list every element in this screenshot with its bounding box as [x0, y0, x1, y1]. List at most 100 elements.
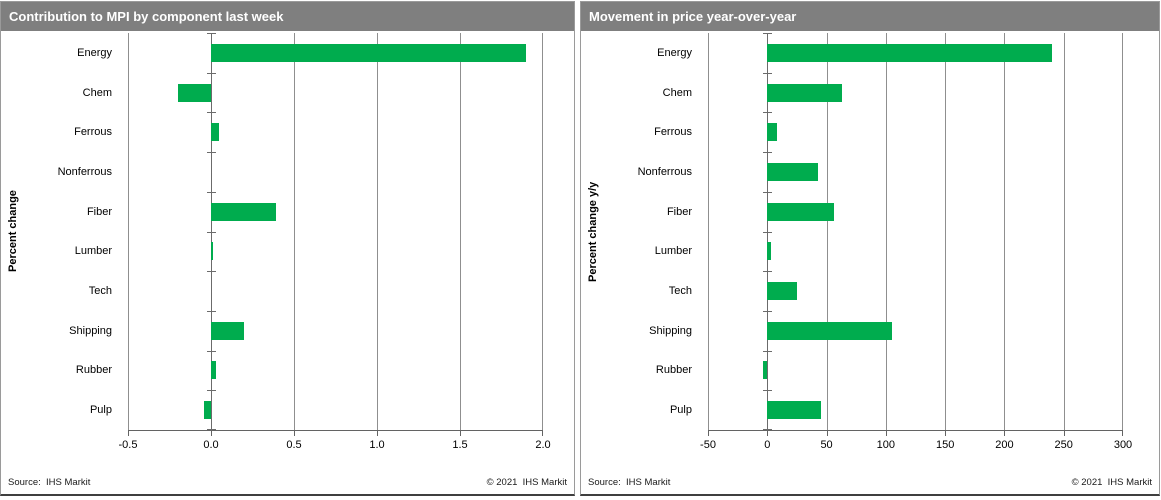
- category-label-fiber: Fiber: [666, 205, 692, 218]
- category-label-ferrous: Ferrous: [654, 126, 692, 139]
- gridline: [128, 33, 129, 430]
- x-axis-tick-label: 100: [876, 439, 896, 451]
- gridline: [1063, 33, 1065, 430]
- x-axis-tick-label: 0.0: [203, 439, 219, 451]
- category-label-ferrous: Ferrous: [74, 126, 112, 139]
- zero-line-tick: [763, 191, 773, 193]
- x-axis-tick-label: 1.5: [452, 439, 468, 451]
- x-axis-tick-labels: -0.5 0.0 0.5 1.0 1.5 2.0: [119, 439, 551, 455]
- source-note: Source: IHS Markit: [588, 477, 671, 488]
- category-label-shipping: Shipping: [649, 324, 692, 337]
- category-label-lumber: Lumber: [74, 245, 112, 258]
- zero-line-tick: [207, 271, 216, 273]
- gridline: [377, 33, 378, 430]
- bar-ferrous: [767, 123, 777, 142]
- x-axis-tick: [211, 431, 212, 436]
- bar-rubber: [211, 361, 216, 380]
- zero-line-tick: [207, 390, 216, 392]
- x-axis-tick-label: -50: [700, 439, 716, 451]
- zero-line-tick: [763, 390, 773, 392]
- gridline: [542, 33, 543, 430]
- chart-panel-price-movement: Movement in price year-over-year Percent…: [580, 1, 1160, 496]
- zero-line-tick: [763, 33, 773, 34]
- zero-line-tick: [763, 112, 773, 114]
- plot-area: [128, 33, 543, 436]
- bar-nonferrous: [767, 162, 819, 181]
- chart-title: Movement in price year-over-year: [581, 2, 1159, 31]
- x-axis-tick: [377, 431, 378, 436]
- category-axis-labels: Energy Chem Ferrous Nonferrous Fiber Lumber Te…: [1, 33, 120, 430]
- bar-chem: [177, 83, 211, 102]
- gridline: [885, 33, 887, 430]
- category-label-pulp: Pulp: [89, 404, 112, 417]
- bar-energy: [767, 43, 1052, 62]
- bar-pulp: [767, 401, 821, 420]
- zero-line-tick: [207, 191, 216, 193]
- x-axis-tick: [767, 431, 769, 436]
- bar-energy: [211, 43, 527, 62]
- bar-ferrous: [211, 123, 220, 142]
- bar-rubber: [762, 361, 768, 380]
- zero-line-tick: [207, 310, 216, 312]
- category-label-tech: Tech: [668, 284, 692, 297]
- zero-line-tick: [207, 72, 216, 74]
- category-label-rubber: Rubber: [75, 364, 112, 377]
- category-label-fiber: Fiber: [86, 205, 112, 218]
- x-axis-tick: [542, 431, 543, 436]
- gridline: [826, 33, 828, 430]
- zero-line-tick: [763, 310, 773, 312]
- plot-area: [708, 33, 1123, 436]
- bar-tech: [767, 282, 797, 301]
- gridline: [1004, 33, 1006, 430]
- zero-line-tick: [763, 350, 773, 352]
- chart-title: Contribution to MPI by component last we…: [1, 2, 574, 31]
- chart-footer: Source: IHS Markit © 2021 IHS Markit: [1, 477, 574, 490]
- category-label-energy: Energy: [657, 46, 692, 59]
- x-axis-tick-label: 200: [995, 439, 1014, 451]
- bar-shipping: [211, 321, 245, 340]
- bar-lumber: [211, 242, 213, 261]
- gridline: [708, 33, 709, 430]
- x-axis-tick: [708, 431, 709, 436]
- category-label-chem: Chem: [662, 86, 692, 99]
- x-axis-tick: [826, 431, 828, 436]
- zero-line-tick: [207, 152, 216, 154]
- gridline: [294, 33, 295, 430]
- category-label-shipping: Shipping: [69, 324, 112, 337]
- zero-line-tick: [207, 429, 216, 430]
- zero-line-tick: [207, 33, 216, 34]
- x-axis-tick-label: 0: [764, 439, 771, 451]
- category-label-lumber: Lumber: [654, 245, 692, 258]
- x-axis-tick: [460, 431, 461, 436]
- copyright-note: © 2021 IHS Markit: [486, 477, 567, 488]
- category-label-nonferrous: Nonferrous: [57, 165, 112, 178]
- x-axis-tick: [294, 431, 295, 436]
- category-label-energy: Energy: [77, 46, 112, 59]
- category-label-rubber: Rubber: [655, 364, 692, 377]
- x-axis-tick-label: 50: [820, 439, 833, 451]
- bar-pulp: [204, 401, 211, 420]
- zero-line-tick: [763, 72, 773, 74]
- chart-footer: Source: IHS Markit © 2021 IHS Markit: [581, 477, 1159, 490]
- x-axis-tick-label: 1.0: [369, 439, 385, 451]
- copyright-note: © 2021 IHS Markit: [1071, 477, 1152, 488]
- x-axis-tick: [1063, 431, 1065, 436]
- x-axis-tick-label: 300: [1113, 439, 1133, 451]
- zero-line-tick: [207, 231, 216, 233]
- zero-line-tick: [207, 350, 216, 352]
- x-axis-tick-label: -0.5: [118, 439, 138, 451]
- bar-shipping: [767, 321, 892, 340]
- zero-line-tick: [207, 112, 216, 114]
- zero-line-tick: [763, 152, 773, 154]
- x-axis-tick: [1122, 431, 1123, 436]
- source-note: Source: IHS Markit: [8, 477, 91, 488]
- category-label-nonferrous: Nonferrous: [637, 165, 692, 178]
- chart-panel-mpi-contribution: Contribution to MPI by component last we…: [0, 1, 575, 496]
- x-axis-tick: [1004, 431, 1006, 436]
- category-label-chem: Chem: [82, 86, 112, 99]
- x-axis-tick-label: 250: [1054, 439, 1073, 451]
- zero-line-tick: [763, 271, 773, 273]
- zero-line-tick: [763, 231, 773, 233]
- bar-chem: [767, 83, 842, 102]
- x-axis-tick: [128, 431, 129, 436]
